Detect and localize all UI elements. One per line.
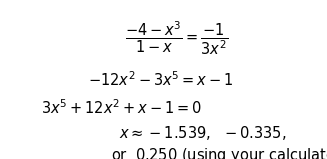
Text: or  $0.250$ (using your calculator): or $0.250$ (using your calculator): [111, 146, 327, 159]
Text: $-12x^2-3x^5=x-1$: $-12x^2-3x^5=x-1$: [88, 70, 233, 89]
Text: $\dfrac{-4-x^3}{1-x}=\dfrac{-1}{3x^2}$: $\dfrac{-4-x^3}{1-x}=\dfrac{-1}{3x^2}$: [125, 19, 228, 57]
Text: $3x^5+12x^2+x-1=0$: $3x^5+12x^2+x-1=0$: [41, 99, 201, 117]
Text: $x\approx-1.539,\;\;-0.335,$: $x\approx-1.539,\;\;-0.335,$: [119, 124, 286, 142]
